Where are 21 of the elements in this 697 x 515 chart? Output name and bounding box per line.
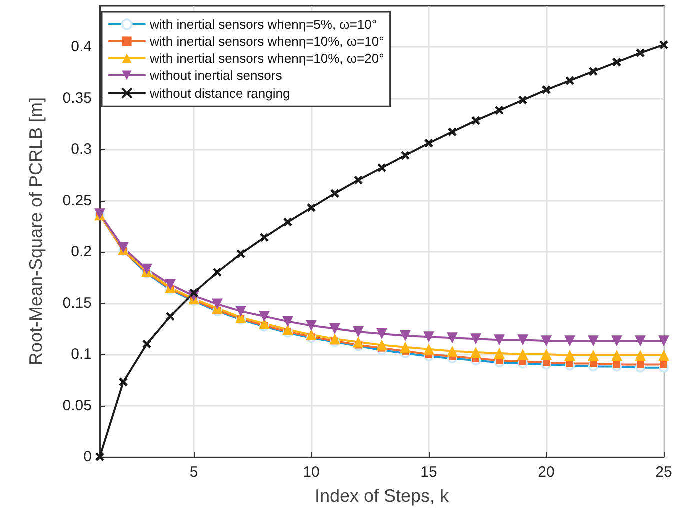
- x-tick-label: 5: [190, 464, 198, 481]
- x-tick-label: 10: [303, 464, 320, 481]
- legend-label: without inertial sensors: [149, 68, 283, 83]
- y-tick-label: 0.15: [62, 294, 92, 312]
- y-tick-label: 0.25: [62, 192, 92, 210]
- y-axis-title: Root-Mean-Square of PCRLB [m]: [26, 97, 46, 366]
- y-tick-label: 0.35: [62, 90, 92, 107]
- x-tick-label: 15: [420, 464, 438, 481]
- x-tick-label: 25: [656, 464, 672, 481]
- y-tick-label: 0: [84, 448, 92, 466]
- x-axis-title: Index of Steps, k: [314, 486, 450, 506]
- y-tick-label: 0.4: [71, 38, 92, 56]
- y-tick-label: 0.1: [71, 346, 92, 363]
- y-tick-label: 0.2: [71, 244, 92, 260]
- legend-label: with inertial sensors whenη=10%, ω=10°: [149, 34, 384, 49]
- legend-label: without distance ranging: [149, 86, 290, 101]
- y-tick-label: 0.05: [62, 397, 92, 414]
- legend-label: with inertial sensors whenη=10%, ω=20°: [149, 51, 384, 66]
- y-tick-label: 0.3: [71, 141, 92, 158]
- x-tick-label: 20: [538, 464, 555, 481]
- legend-label: with inertial sensors whenη=5%, ω=10°: [149, 17, 378, 32]
